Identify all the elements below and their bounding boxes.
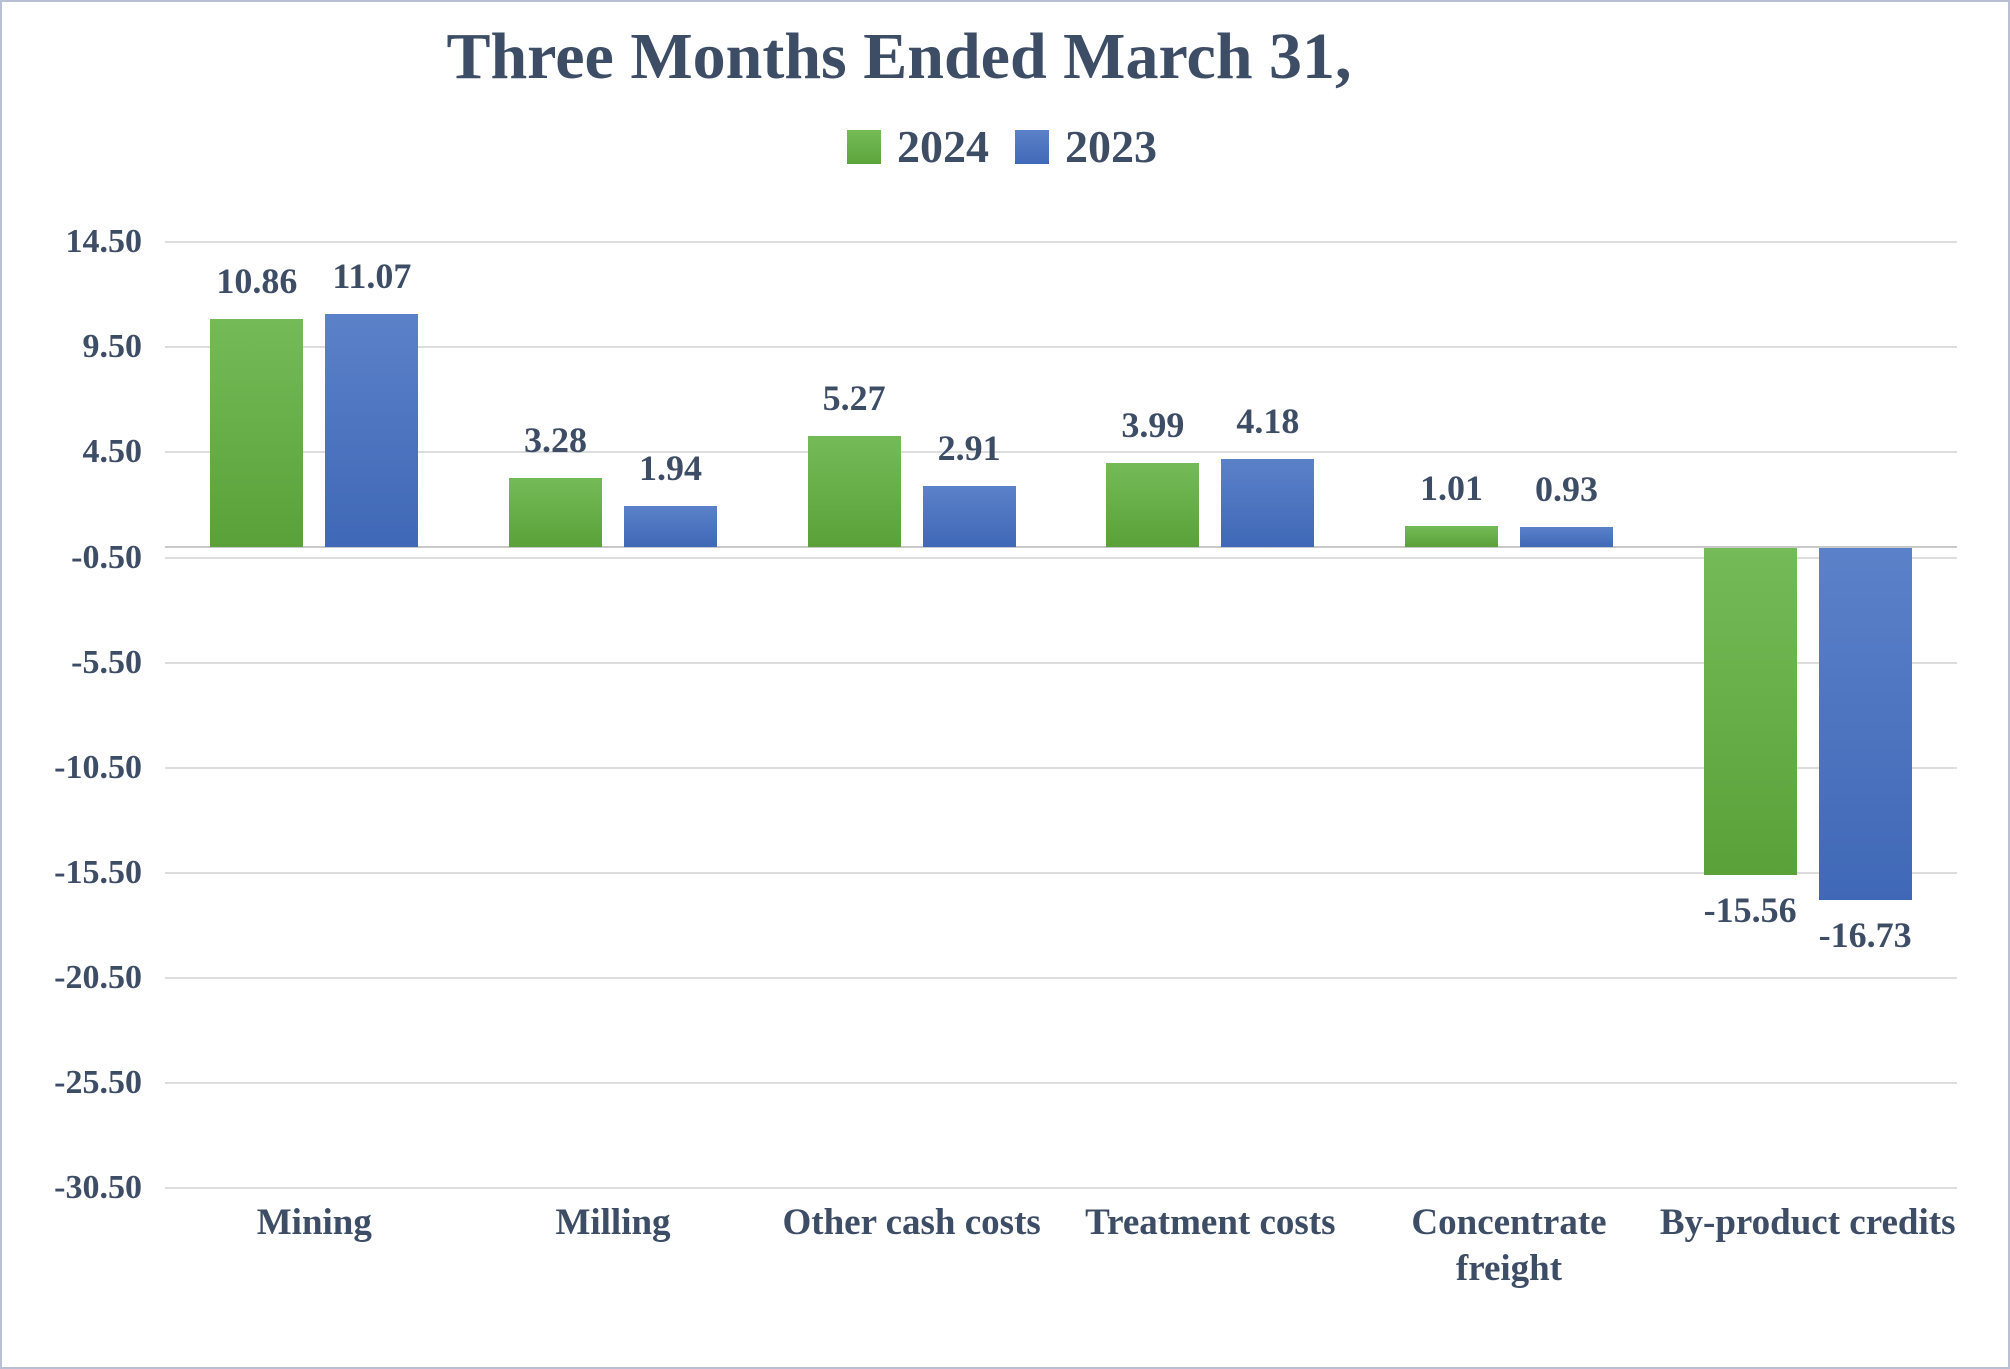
y-axis-tick-label: 14.50 bbox=[65, 223, 143, 261]
bar-2024-treatment-costs bbox=[1106, 463, 1200, 547]
y-axis-tick-label: 4.50 bbox=[82, 433, 143, 471]
y-axis-tick-label: -10.50 bbox=[54, 748, 142, 786]
value-label: 0.93 bbox=[1535, 469, 1598, 510]
y-gridline bbox=[165, 556, 1957, 559]
green-square-icon bbox=[847, 130, 881, 164]
legend-label-2024: 2024 bbox=[897, 121, 989, 172]
bar-2023-concentrate-freight bbox=[1520, 527, 1613, 547]
category-label: Mining bbox=[256, 1202, 372, 1243]
category-label: Concentrate freight bbox=[1411, 1202, 1607, 1289]
y-gridline bbox=[165, 661, 1957, 664]
y-axis-tick-label: -20.50 bbox=[54, 958, 142, 996]
value-label: 11.07 bbox=[332, 256, 412, 297]
y-gridline bbox=[165, 871, 1957, 874]
y-axis-tick-label: -0.50 bbox=[71, 538, 142, 576]
value-label: 5.27 bbox=[822, 378, 886, 419]
category-label: By-product credits bbox=[1659, 1202, 1956, 1243]
category-label: Milling bbox=[555, 1202, 671, 1243]
value-label: 10.86 bbox=[216, 260, 298, 301]
value-label: -16.73 bbox=[1818, 914, 1912, 955]
value-label: 2.91 bbox=[937, 427, 1001, 468]
legend-label-2023: 2023 bbox=[1065, 121, 1157, 172]
bar-2023-treatment-costs bbox=[1221, 459, 1315, 547]
y-axis-tick-label: -5.50 bbox=[71, 643, 142, 681]
value-label: 1.94 bbox=[639, 448, 702, 489]
category-label: Other cash costs bbox=[782, 1202, 1041, 1243]
y-axis-tick-label: -30.50 bbox=[54, 1169, 142, 1207]
chart-legend: 2024 2023 bbox=[2, 124, 2002, 170]
y-gridline bbox=[165, 241, 1957, 244]
value-label: 4.18 bbox=[1236, 401, 1300, 442]
y-gridline bbox=[165, 976, 1957, 979]
bar-2023-mining bbox=[325, 314, 419, 547]
bar-2023-by-product-credits bbox=[1818, 548, 1912, 900]
bar-2024-concentrate-freight bbox=[1405, 525, 1498, 547]
x-axis-zero-line bbox=[165, 546, 1957, 548]
bar-2023-other-cash-costs bbox=[922, 485, 1016, 547]
bar-2024-other-cash-costs bbox=[807, 436, 901, 547]
chart-title: Three Months Ended March 31, bbox=[446, 20, 1352, 93]
bar-2024-by-product-credits bbox=[1703, 548, 1797, 876]
category-label: Treatment costs bbox=[1085, 1202, 1336, 1243]
y-axis-tick-label: -25.50 bbox=[54, 1064, 142, 1101]
y-gridline bbox=[165, 346, 1957, 349]
y-gridline bbox=[165, 451, 1957, 454]
bar-2024-mining bbox=[210, 318, 304, 547]
bar-2023-milling bbox=[624, 506, 717, 547]
value-label: 1.01 bbox=[1420, 467, 1483, 508]
value-label: 3.99 bbox=[1121, 405, 1185, 446]
y-axis-tick-label: -15.50 bbox=[54, 853, 142, 891]
value-label: 3.28 bbox=[524, 420, 587, 461]
blue-square-icon bbox=[1015, 130, 1049, 164]
bar-2024-milling bbox=[509, 478, 602, 547]
y-gridline bbox=[165, 1187, 1957, 1190]
legend-item-2024: 2024 bbox=[847, 124, 989, 170]
legend-item-2023: 2023 bbox=[1015, 124, 1157, 170]
y-gridline bbox=[165, 1082, 1957, 1084]
y-axis-tick-label: 9.50 bbox=[82, 328, 143, 366]
value-label: -15.56 bbox=[1703, 890, 1797, 931]
y-gridline bbox=[165, 766, 1957, 769]
